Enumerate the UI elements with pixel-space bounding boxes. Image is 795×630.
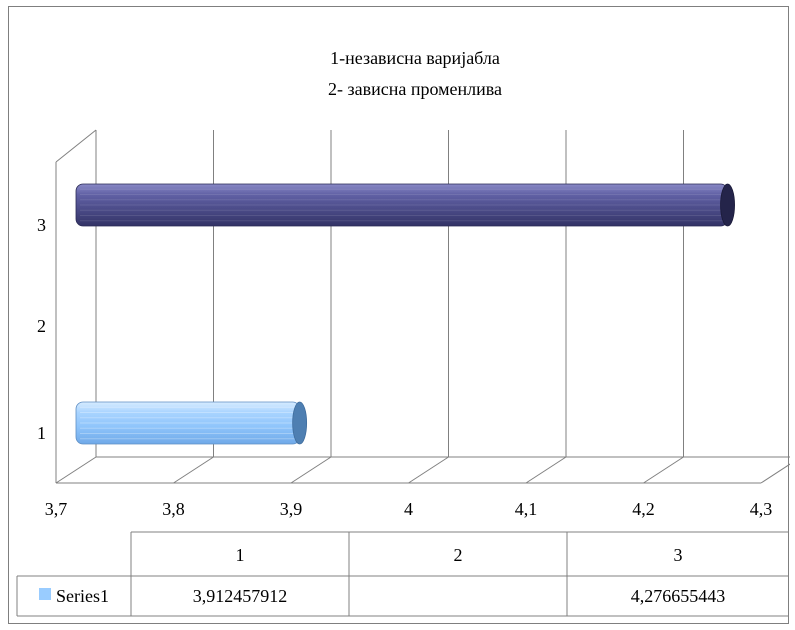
- bar-1: [75, 401, 308, 445]
- x-tick-label: 4,1: [515, 499, 538, 519]
- floor-gridline: [760, 463, 790, 484]
- chart-title-line-2: 2- зависна променлива: [328, 79, 502, 99]
- bars: [75, 183, 735, 445]
- table-header-2: 2: [454, 545, 463, 565]
- category-tick-label-3: 3: [37, 215, 46, 235]
- category-tick-label-1: 1: [37, 423, 46, 443]
- legend-swatch: [39, 588, 51, 600]
- table-header-1: 1: [236, 545, 245, 565]
- table-header-3: 3: [674, 545, 683, 565]
- bar-3: [75, 183, 735, 227]
- chart-frame: 1-независна варијабла 2- зависна променл…: [8, 6, 790, 624]
- table-value-1: 3,912457912: [193, 586, 288, 606]
- floor-gridline: [643, 456, 684, 484]
- x-tick-label: 4,3: [750, 499, 773, 519]
- x-axis-tick-labels: 3,7 3,8 3,9 4 4,1 4,2 4,3: [45, 499, 773, 519]
- chart-title-line-1: 1-независна варијабла: [330, 48, 500, 68]
- data-table: 1 2 3 Series1 3,912457912 4,276655443: [16, 531, 789, 617]
- floor-gridline: [408, 456, 449, 484]
- bar-end-cap: [720, 183, 735, 227]
- category-axis-labels: 3 2 1: [37, 215, 46, 443]
- floor-left-edge: [55, 456, 97, 484]
- bar-end-cap: [292, 401, 308, 445]
- table-value-3: 4,276655443: [631, 586, 726, 606]
- floor-gridline: [173, 456, 214, 484]
- x-tick-label: 3,8: [162, 499, 185, 519]
- legend-series-name: Series1: [56, 586, 109, 606]
- floor-gridline: [525, 456, 567, 484]
- x-tick-label: 3,7: [45, 499, 68, 519]
- x-tick-label: 4,2: [632, 499, 655, 519]
- category-tick-label-2: 2: [37, 316, 46, 336]
- x-tick-label: 3,9: [280, 499, 303, 519]
- chart-svg: 1-независна варијабла 2- зависна променл…: [16, 48, 790, 617]
- floor-gridline: [290, 456, 332, 484]
- side-wall-top-edge: [55, 129, 97, 163]
- x-tick-label: 4: [404, 499, 413, 519]
